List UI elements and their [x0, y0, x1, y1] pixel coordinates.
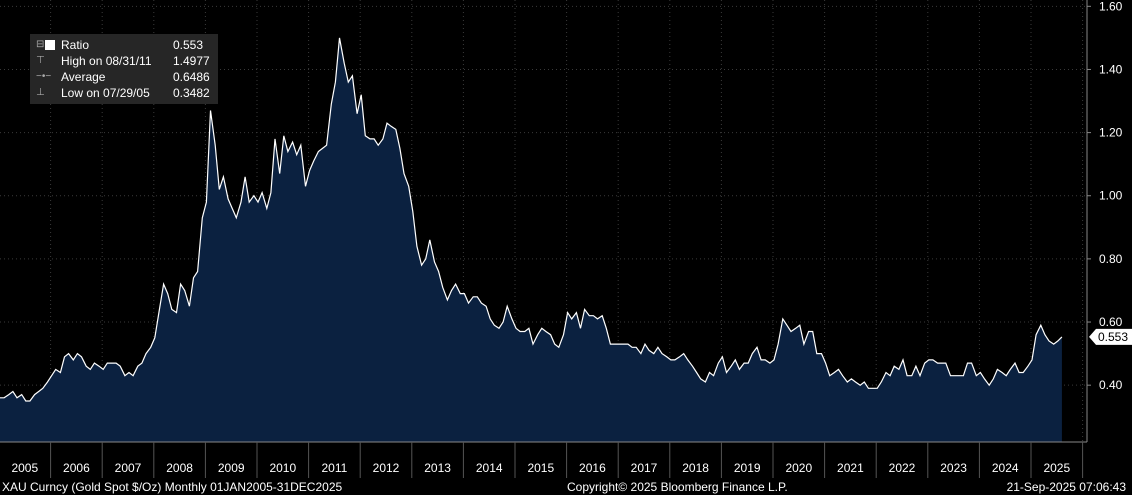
legend-high-label: High on 08/31/11	[61, 54, 152, 68]
x-tick-label: 2023	[940, 461, 967, 475]
legend-high-value: 1.4977	[173, 54, 210, 68]
footer-security-info: XAU Curncy (Gold Spot $/Oz) Monthly 01JA…	[2, 480, 343, 494]
series-swatch-icon	[45, 40, 55, 50]
x-tick-label: 2005	[11, 461, 38, 475]
legend-box: ⊟ Ratio 0.553 ⊤ High on 08/31/11 1.4977 …	[30, 34, 218, 104]
x-tick-label: 2011	[321, 461, 347, 475]
last-value-tag: 0.553	[1089, 328, 1132, 345]
x-tick-label: 2017	[631, 461, 658, 475]
x-tick-label: 2013	[424, 461, 451, 475]
y-tick-label: 1.20	[1099, 126, 1123, 140]
legend-series-label: Ratio	[61, 38, 90, 52]
y-axis-ticks: 0.40 0.60 0.80 1.00 1.20 1.40 1.60	[1087, 0, 1123, 392]
last-value-tag-shape	[1089, 328, 1132, 345]
x-tick-label: 2009	[218, 461, 245, 475]
y-tick-label: 1.40	[1099, 62, 1123, 76]
legend-low-label: Low on 07/29/05	[61, 86, 150, 100]
x-tick-label: 2012	[373, 461, 400, 475]
average-marker-icon: −•−	[36, 71, 52, 82]
x-tick-label: 2022	[889, 461, 916, 475]
x-tick-label: 2025	[1043, 461, 1070, 475]
x-tick-label: 2024	[992, 461, 1019, 475]
x-tick-label: 2016	[579, 461, 606, 475]
y-tick-label: 1.00	[1099, 189, 1123, 203]
y-tick-label: 0.60	[1099, 315, 1123, 329]
legend-average-label: Average	[61, 70, 106, 84]
collapse-icon[interactable]: ⊟	[36, 39, 45, 50]
x-tick-label: 2007	[115, 461, 142, 475]
legend-low-value: 0.3482	[173, 86, 210, 100]
x-tick-label: 2015	[527, 461, 554, 475]
x-tick-label: 2008	[166, 461, 193, 475]
x-tick-label: 2019	[734, 461, 761, 475]
last-value-tag-text: 0.553	[1098, 330, 1128, 344]
footer-copyright: Copyright© 2025 Bloomberg Finance L.P.	[567, 480, 788, 494]
y-tick-label: 1.60	[1099, 0, 1123, 13]
y-tick-label: 0.40	[1099, 378, 1123, 392]
legend-average-value: 0.6486	[173, 70, 210, 84]
ratio-area-fill	[0, 37, 1062, 443]
x-tick-label: 2014	[476, 461, 503, 475]
low-marker-icon: ⊥	[36, 87, 45, 98]
footer-timestamp: 21-Sep-2025 07:06:43	[1006, 480, 1126, 494]
y-tick-label: 0.80	[1099, 252, 1123, 266]
x-tick-label: 2020	[785, 461, 812, 475]
ratio-series-line	[0, 37, 1063, 402]
x-tick-label: 2010	[269, 461, 296, 475]
x-tick-label: 2018	[682, 461, 709, 475]
footer-bar: XAU Curncy (Gold Spot $/Oz) Monthly 01JA…	[0, 479, 1132, 495]
x-tick-label: 2021	[837, 461, 864, 475]
x-axis-ticks: 2005 2006 2007 2008 2009 2010 2011 2012 2013 2014…	[11, 442, 1084, 478]
high-marker-icon: ⊤	[36, 55, 45, 66]
legend-series-value: 0.553	[173, 38, 204, 52]
x-tick-label: 2006	[63, 461, 90, 475]
